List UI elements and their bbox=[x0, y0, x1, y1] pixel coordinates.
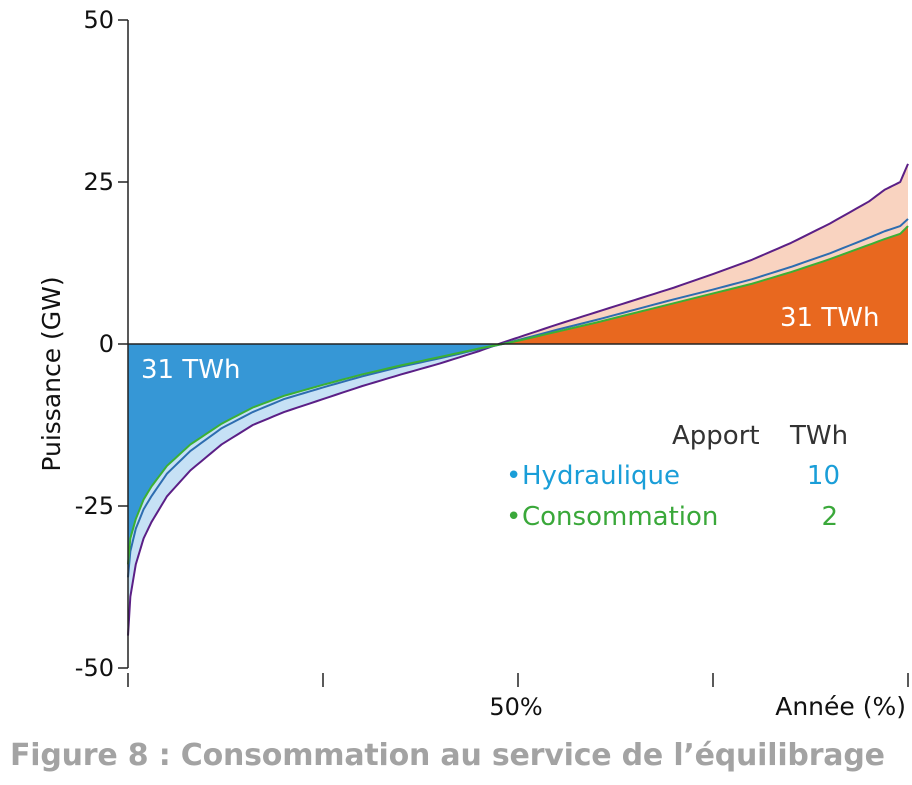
x-tick-label: 50% bbox=[489, 693, 542, 721]
legend-value-consommation: 2 bbox=[821, 502, 838, 532]
legend: Apport TWh • Hydraulique 10 • Consommati… bbox=[506, 421, 848, 532]
chart-lines bbox=[127, 163, 909, 636]
figure-caption: Figure 8 : Consommation au service de l’… bbox=[10, 738, 885, 773]
positive-area bbox=[502, 226, 908, 344]
legend-label-consommation: Consommation bbox=[522, 502, 718, 532]
chart-axes: 50 25 0 -25 -50 50% bbox=[75, 6, 909, 721]
series-line-green bbox=[127, 225, 909, 565]
legend-bullet-consommation: • bbox=[506, 502, 521, 532]
y-tick-label: 25 bbox=[83, 168, 114, 196]
y-tick-label: -50 bbox=[75, 654, 114, 682]
y-axis-title: Puissance (GW) bbox=[37, 276, 66, 471]
negative-area bbox=[128, 344, 503, 565]
legend-value-hydraulique: 10 bbox=[807, 461, 840, 491]
y-tick-label: -25 bbox=[75, 492, 114, 520]
negative-area-label: 31 TWh bbox=[141, 355, 240, 385]
legend-header-apport: Apport bbox=[672, 421, 760, 451]
chart-areas bbox=[128, 163, 908, 636]
series-line-purple bbox=[127, 163, 909, 636]
legend-bullet-hydraulique: • bbox=[506, 461, 521, 491]
y-tick-label: 50 bbox=[83, 6, 114, 34]
y-tick-label: 0 bbox=[99, 330, 114, 358]
legend-header-twh: TWh bbox=[789, 421, 848, 451]
positive-area-label: 31 TWh bbox=[780, 303, 879, 333]
x-axis-title: Année (%) bbox=[775, 692, 906, 721]
legend-label-hydraulique: Hydraulique bbox=[522, 461, 680, 491]
